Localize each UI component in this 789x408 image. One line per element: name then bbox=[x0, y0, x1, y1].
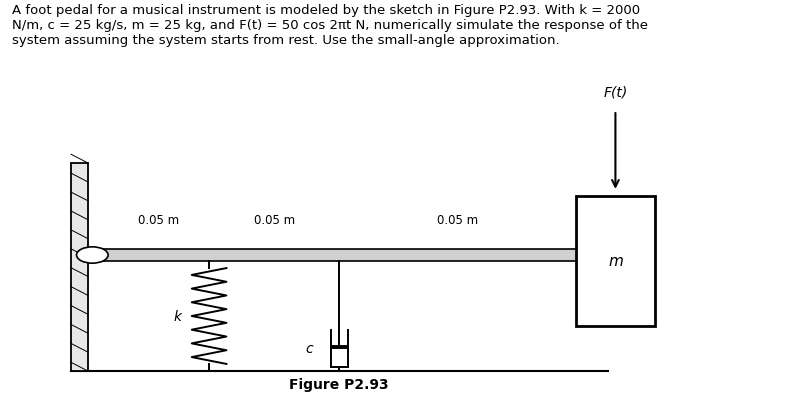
Bar bbox=[71, 163, 88, 371]
Text: 0.05 m: 0.05 m bbox=[138, 214, 179, 227]
Text: m: m bbox=[608, 254, 623, 268]
Bar bbox=[88, 249, 580, 261]
Text: 0.05 m: 0.05 m bbox=[437, 214, 478, 227]
Text: Figure P2.93: Figure P2.93 bbox=[290, 378, 389, 392]
Text: c: c bbox=[305, 342, 313, 356]
Circle shape bbox=[77, 247, 108, 263]
Text: F(t): F(t) bbox=[604, 86, 627, 100]
Text: k: k bbox=[174, 310, 181, 324]
Text: 0.05 m: 0.05 m bbox=[253, 214, 295, 227]
Bar bbox=[576, 196, 655, 326]
Text: A foot pedal for a musical instrument is modeled by the sketch in Figure P2.93. : A foot pedal for a musical instrument is… bbox=[12, 4, 648, 47]
